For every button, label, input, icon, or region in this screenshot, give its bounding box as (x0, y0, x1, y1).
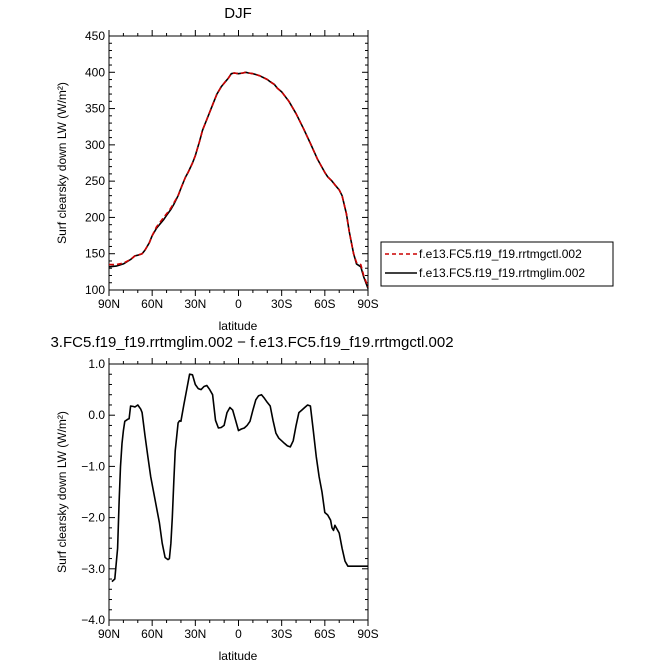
top-xtick-label: 60S (314, 297, 335, 311)
bottom-ytick-label: 1.0 (88, 357, 105, 371)
bottom-xtick-label: 30N (184, 627, 206, 641)
bottom-plot-frame (108, 363, 369, 621)
legend-box (380, 241, 614, 287)
bottom-chart-title: 3.FC5.f19_f19.rrtmglim.002 − f.e13.FC5.f… (50, 334, 453, 351)
bottom-xtick-label: 90S (357, 627, 378, 641)
top-ytick-label: 250 (85, 174, 105, 188)
bottom-chart-ylabel: Surf clearsky down LW (W/m²) (55, 411, 69, 573)
top-chart-ylabel: Surf clearsky down LW (W/m²) (55, 82, 69, 244)
bottom-ytick-label: −1.0 (81, 459, 105, 473)
top-ytick-label: 350 (85, 102, 105, 116)
bottom-xtick-label: 30S (271, 627, 292, 641)
top-xtick-label: 30S (271, 297, 292, 311)
top-ytick-label: 400 (85, 65, 105, 79)
bottom-xtick-label: 60S (314, 627, 335, 641)
top-xtick-label: 60N (141, 297, 163, 311)
top-chart-xlabel: latitude (219, 319, 258, 333)
top-ytick-label: 450 (85, 29, 105, 43)
bottom-ytick-label: −2.0 (81, 511, 105, 525)
legend-label-ctl: f.e13.FC5.f19_f19.rrtmgctl.002 (419, 247, 582, 261)
top-chart-legend: f.e13.FC5.f19_f19.rrtmgctl.002 f.e13.FC5… (380, 241, 614, 287)
top-xtick-label: 30N (184, 297, 206, 311)
bottom-ytick-label: −4.0 (81, 613, 105, 627)
bottom-series-line-0 (111, 373, 368, 583)
top-ytick-label: 300 (85, 138, 105, 152)
bottom-xtick-label: 60N (141, 627, 163, 641)
bottom-xtick-label: 90N (98, 627, 120, 641)
bottom-chart-xlabel: latitude (219, 649, 258, 663)
top-ytick-label: 200 (85, 210, 105, 224)
top-xtick-label: 0 (235, 297, 242, 311)
legend-label-lim: f.e13.FC5.f19_f19.rrtmglim.002 (419, 266, 585, 280)
top-chart-title: DJF (224, 5, 252, 22)
top-xtick-label: 90S (357, 297, 378, 311)
top-series-line-1 (108, 71, 369, 289)
bottom-ytick-label: 0.0 (88, 408, 105, 422)
bottom-ytick-label: −3.0 (81, 562, 105, 576)
top-ytick-label: 150 (85, 247, 105, 261)
bottom-xtick-label: 0 (235, 627, 242, 641)
top-ytick-label: 100 (85, 283, 105, 297)
top-series-line-0 (109, 71, 369, 288)
top-xtick-label: 90N (98, 297, 120, 311)
